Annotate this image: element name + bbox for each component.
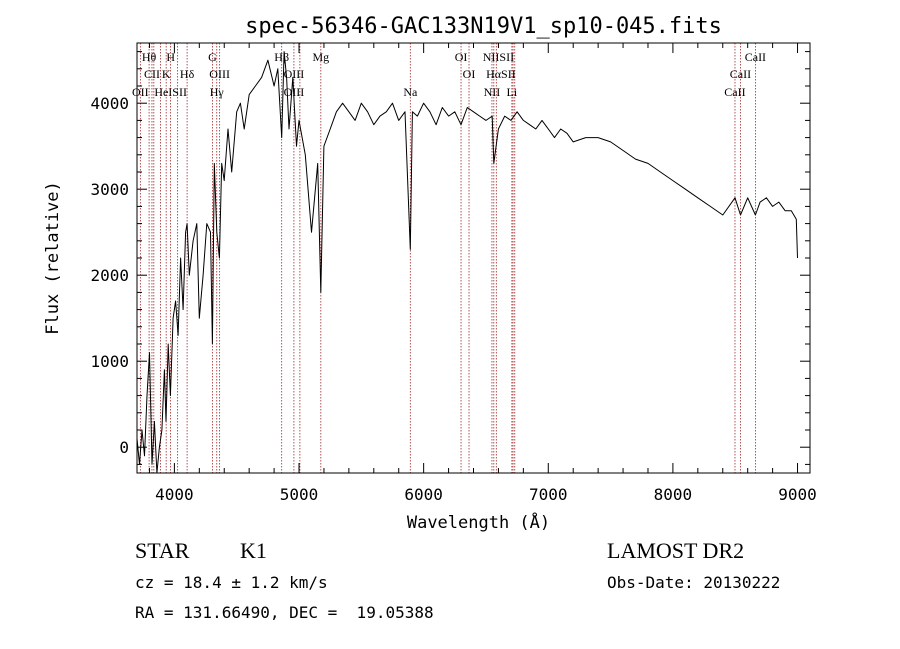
object-subclass: K1 [240,538,267,563]
redshift-text: cz = 18.4 ± 1.2 km/s [135,573,328,592]
line-label: Hδ [180,67,195,81]
line-label: K [162,67,171,81]
x-tick-label: 5000 [280,485,319,504]
line-label: OI [463,67,476,81]
line-label: CaII [730,67,751,81]
line-label: OI [455,50,468,64]
line-label: HαSII [486,67,516,81]
spectrum-line [136,51,798,474]
line-label: Hβ [274,50,289,64]
x-tick-label: 8000 [654,485,693,504]
plot-frame [136,42,811,474]
object-class: STAR [135,538,190,563]
line-label: Li [507,85,518,99]
x-axis-label: Wavelength (Å) [407,511,550,533]
line-label: CaII [724,85,745,99]
line-label: H [166,50,175,64]
chart-title: spec-56346-GAC133N19V1_sp10-045.fits [245,14,722,39]
line-label: HeISII [154,85,187,99]
y-tick-label: 1000 [90,352,129,371]
line-label: OIII [284,67,305,81]
line-label: CaII [745,50,766,64]
line-label: Na [403,85,418,99]
x-tick-label: 9000 [778,485,817,504]
obs-date: Obs-Date: 20130222 [607,573,781,592]
survey-name: LAMOST DR2 [607,538,745,563]
line-label: OII [132,85,149,99]
y-tick-label: 2000 [90,266,129,285]
line-label: Hθ [142,50,157,64]
coordinates-text: RA = 131.66490, DEC = 19.05388 [135,603,434,622]
line-label: Hγ [210,85,225,99]
y-tick-label: 3000 [90,180,129,199]
line-label: G [208,50,217,64]
x-tick-label: 4000 [155,485,194,504]
y-tick-label: 4000 [90,94,129,113]
y-tick-label: 0 [119,438,129,457]
line-label: CII [144,67,160,81]
x-tick-label: 7000 [529,485,568,504]
x-tick-label: 6000 [404,485,443,504]
line-label: Mg [312,50,329,64]
line-label: NIISII [483,50,514,64]
line-label: OIII [209,67,230,81]
y-axis-label: Flux (relative) [43,181,63,335]
line-label: NII [484,85,501,99]
